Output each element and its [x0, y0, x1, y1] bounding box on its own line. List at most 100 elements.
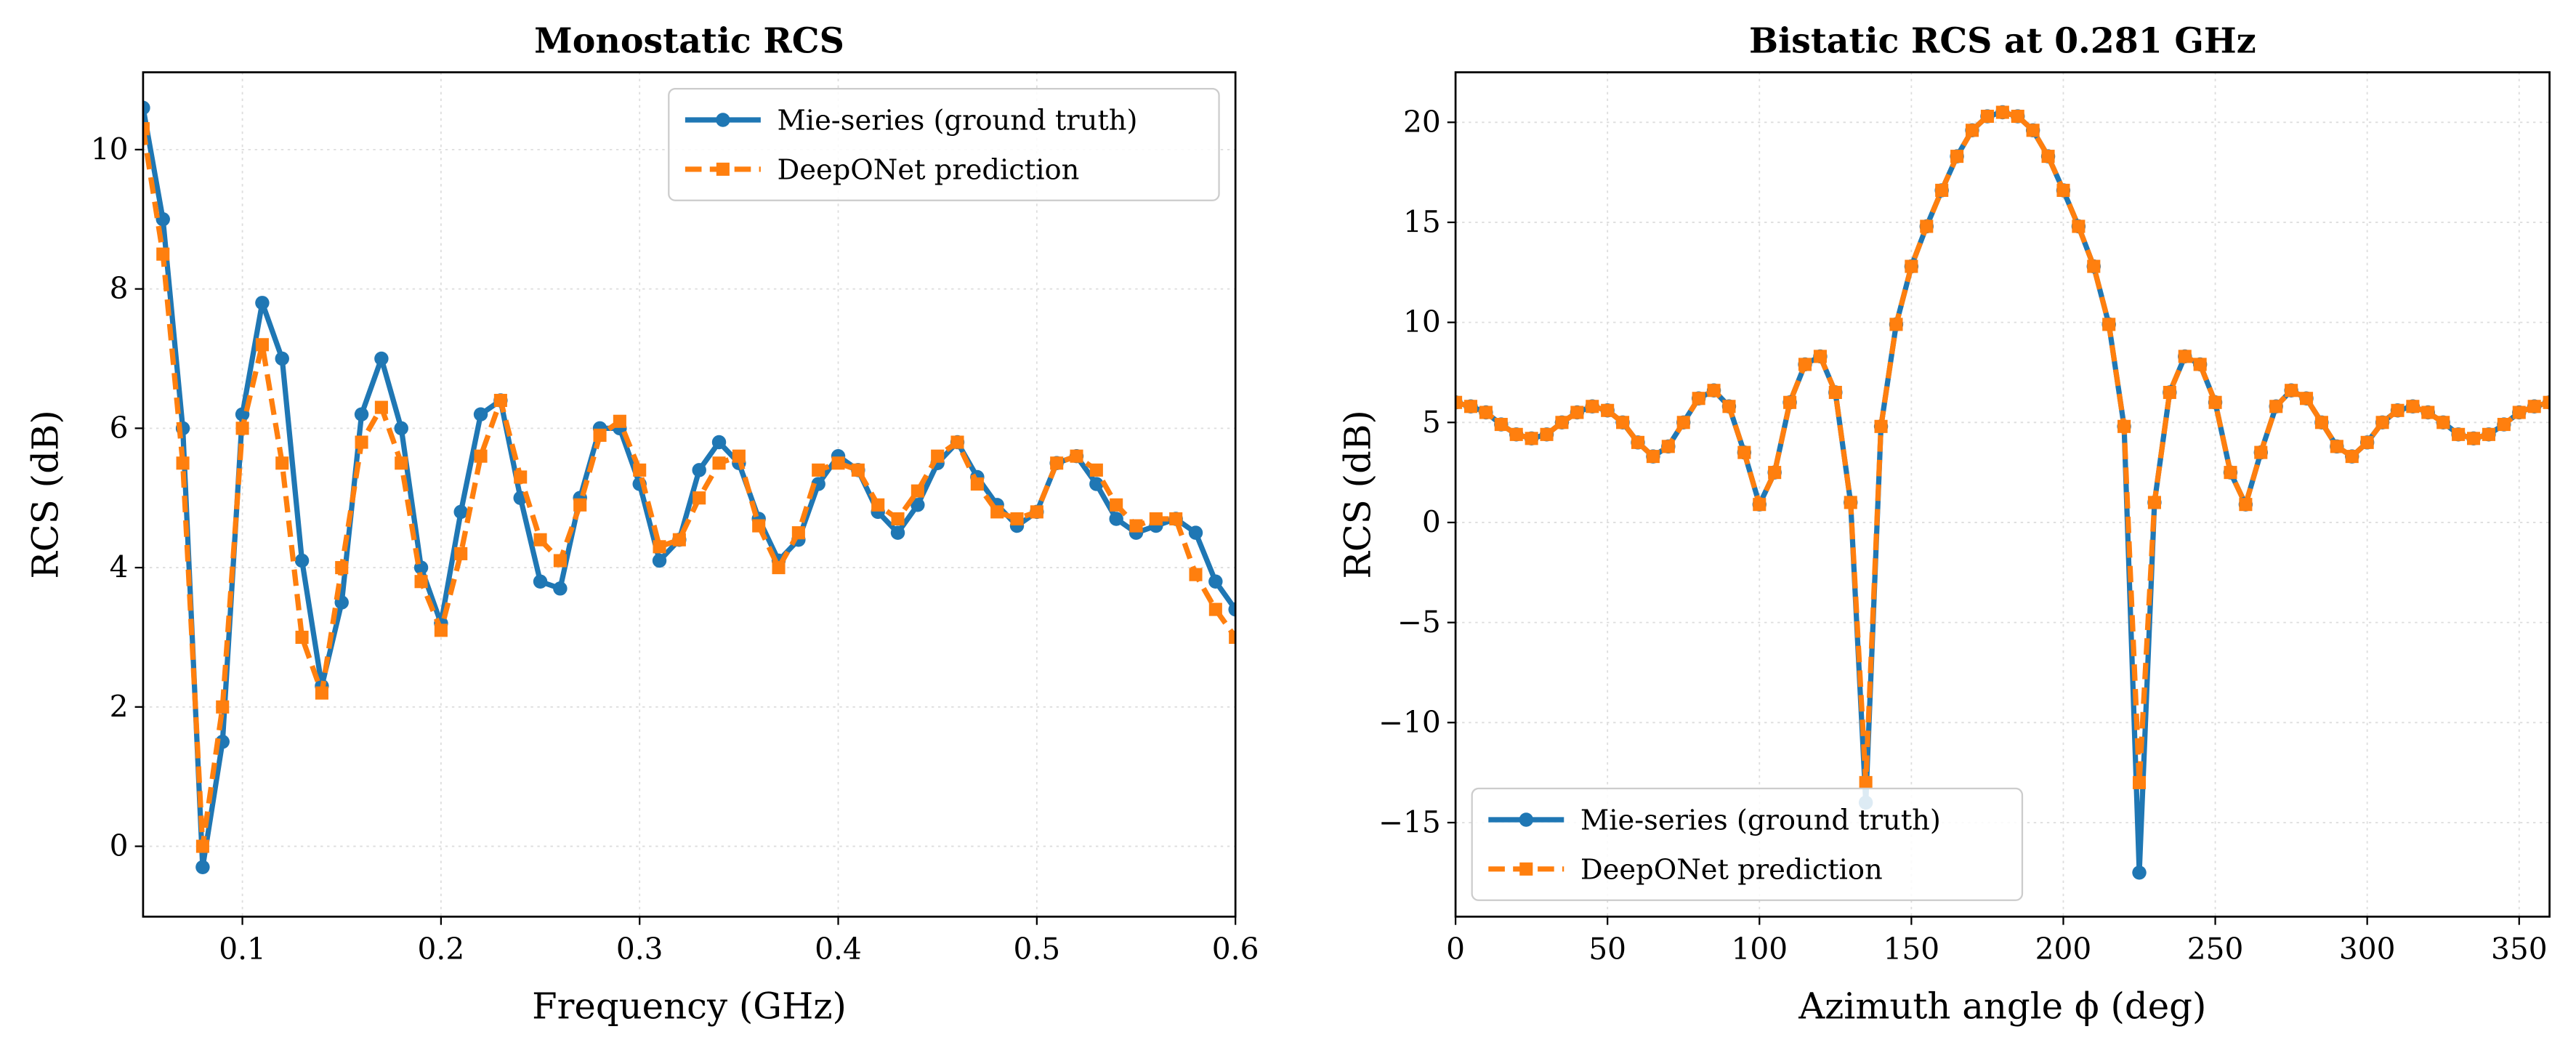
x-tick-label: 0.5	[1014, 932, 1061, 967]
x-tick-label: 0.4	[815, 932, 862, 967]
marker	[1753, 498, 1767, 512]
series-line	[1455, 109, 2550, 876]
marker	[1089, 463, 1103, 477]
series-line	[142, 128, 1236, 850]
x-tick-label: 0.2	[418, 932, 465, 967]
marker	[1995, 105, 2009, 119]
marker	[2178, 350, 2192, 363]
marker	[1783, 395, 1797, 409]
marker	[1631, 435, 1645, 449]
marker	[1859, 775, 1873, 789]
marker	[990, 505, 1004, 519]
axes-frame	[142, 71, 1237, 918]
y-tick-label: 15	[1403, 205, 1441, 240]
y-tick-label: −5	[1397, 605, 1441, 640]
marker	[1540, 427, 1554, 441]
marker	[1828, 385, 1842, 400]
legend-label: Mie-series (ground truth)	[777, 105, 1137, 137]
marker	[2345, 450, 2359, 464]
marker	[2208, 395, 2222, 409]
legend-label: Mie-series (ground truth)	[1580, 804, 1941, 837]
marker	[2239, 498, 2253, 512]
marker	[454, 546, 468, 560]
marker	[493, 393, 507, 408]
series-line	[142, 107, 1236, 870]
marker	[2406, 400, 2420, 413]
marker	[533, 533, 547, 546]
marker	[1188, 525, 1203, 540]
marker	[851, 463, 865, 477]
marker	[2543, 395, 2550, 409]
marker	[275, 351, 289, 366]
marker	[812, 463, 825, 477]
marker	[335, 561, 349, 575]
marker	[315, 686, 328, 700]
marker	[354, 407, 369, 421]
x-tick-label: 150	[1883, 932, 1940, 967]
marker	[1661, 440, 1675, 453]
y-tick-label: −15	[1378, 805, 1441, 840]
x-tick-label: 250	[2187, 932, 2244, 967]
marker	[891, 512, 905, 526]
marker	[1208, 602, 1222, 616]
marker	[1813, 350, 1827, 363]
y-axis-label: RCS (dB)	[24, 410, 66, 579]
marker	[2497, 418, 2511, 432]
marker	[2056, 183, 2070, 197]
marker	[613, 414, 626, 428]
marker	[1935, 183, 1949, 197]
marker	[453, 504, 468, 520]
marker	[1479, 406, 1493, 419]
marker	[1722, 400, 1736, 413]
marker	[1798, 358, 1812, 371]
marker	[2285, 384, 2298, 398]
legend-marker	[1519, 812, 1533, 827]
x-tick-label: 0.6	[1212, 932, 1259, 967]
marker	[216, 700, 230, 714]
marker	[2466, 432, 2481, 445]
marker	[355, 435, 368, 449]
marker	[1208, 574, 1223, 589]
marker	[156, 247, 170, 261]
marker	[2436, 416, 2450, 429]
marker	[653, 540, 666, 554]
marker	[294, 553, 310, 568]
marker	[1463, 400, 1478, 413]
y-tick-label: 4	[110, 550, 129, 585]
marker	[871, 498, 885, 512]
marker	[2193, 358, 2207, 371]
marker	[1586, 400, 1599, 413]
marker	[374, 351, 389, 366]
marker	[142, 122, 150, 136]
marker	[142, 100, 150, 116]
marker	[711, 435, 727, 450]
marker	[533, 574, 548, 589]
marker	[1109, 512, 1123, 526]
marker	[2330, 440, 2343, 453]
marker	[434, 624, 448, 637]
marker	[1455, 395, 1463, 409]
plot-area	[1455, 105, 2550, 880]
marker	[1950, 150, 1964, 164]
marker	[1874, 419, 1888, 433]
marker	[2482, 427, 2495, 441]
x-tick-label: 0	[1446, 932, 1465, 967]
x-tick-label: 300	[2339, 932, 2396, 967]
marker	[791, 526, 805, 540]
marker	[1768, 466, 1782, 480]
marker	[474, 449, 488, 463]
marker	[1110, 498, 1123, 512]
marker	[2147, 496, 2161, 509]
marker	[1070, 449, 1083, 463]
marker	[195, 839, 209, 853]
marker	[2163, 385, 2176, 400]
marker	[1920, 219, 1934, 233]
y-tick-label: 10	[91, 132, 129, 166]
marker	[1149, 512, 1163, 526]
marker	[2132, 775, 2147, 789]
x-axis-label: Frequency (GHz)	[532, 985, 847, 1028]
marker	[672, 533, 686, 546]
marker	[255, 296, 270, 310]
axes-frame	[1454, 71, 2551, 918]
marker	[732, 449, 746, 463]
